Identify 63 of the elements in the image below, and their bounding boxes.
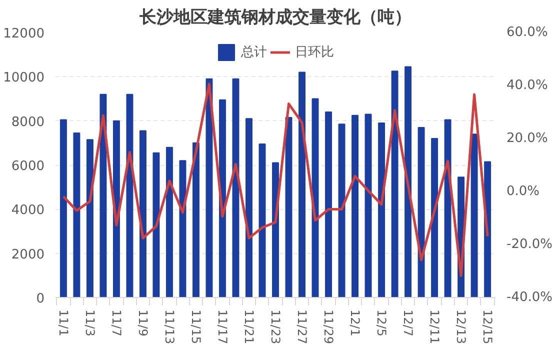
y-tick-label: 10000: [3, 70, 45, 86]
y-tick-label: 0: [36, 292, 45, 306]
bar: [100, 94, 107, 298]
bar: [364, 114, 372, 298]
bar: [431, 138, 438, 298]
bar: [298, 72, 306, 298]
bar: [444, 119, 452, 298]
x-tick-label: 11/23: [268, 310, 282, 344]
y-tick-label: 4000: [11, 203, 45, 218]
bar: [418, 126, 425, 298]
x-tick-label: 12/1: [348, 310, 362, 336]
y2-tick-label: -40.0%: [506, 290, 552, 305]
bar: [285, 117, 292, 298]
x-tick-label: 11/17: [215, 310, 230, 344]
y-tick-label: 2000: [11, 247, 45, 262]
bar: [60, 119, 67, 298]
x-tick-label: 11/27: [295, 310, 310, 344]
y2-tick-label: -20.0%: [506, 237, 552, 252]
bar: [73, 132, 80, 298]
bar: [484, 161, 492, 298]
bar: [126, 94, 134, 298]
bar: [246, 118, 252, 298]
bar: [166, 146, 173, 298]
y2-tick-label: 60.0%: [506, 25, 548, 40]
bar: [470, 134, 478, 298]
x-tick-label: 11/1: [56, 310, 70, 336]
bar: [258, 144, 266, 298]
x-tick-label: 12/11: [428, 310, 442, 344]
chart-title: 长沙地区建筑钢材成交量变化（吨）: [138, 8, 412, 28]
bar: [219, 99, 226, 298]
x-tick-label: 11/21: [242, 310, 256, 344]
bar: [338, 124, 346, 298]
x-tick-label: 11/29: [322, 310, 336, 344]
line-series: [62, 82, 489, 278]
x-tick-label: 11/9: [136, 310, 150, 336]
y-tick-label: 6000: [11, 159, 45, 174]
bar: [86, 139, 94, 298]
legend-label: 总计: [241, 44, 267, 61]
bar: [378, 122, 386, 298]
bar: [325, 112, 332, 298]
y-tick-label: 12000: [3, 26, 45, 42]
bar: [179, 160, 186, 298]
bar: [139, 130, 146, 298]
bar: [391, 70, 398, 298]
x-tick-label: 11/7: [109, 310, 124, 336]
x-tick-label: 12/15: [480, 310, 495, 344]
bar: [272, 162, 279, 298]
y2-tick-label: 0.0%: [506, 184, 540, 199]
x-tick-label: 11/3: [82, 310, 97, 336]
x-tick-label: 12/13: [454, 310, 468, 344]
y2-tick-label: 20.0%: [506, 131, 548, 146]
x-tick-label: 11/13: [162, 310, 176, 344]
x-tick-label: 12/7: [401, 310, 416, 336]
y2-tick-label: 40.0%: [506, 78, 548, 93]
bar: [352, 114, 358, 298]
bar: [112, 120, 120, 298]
bar: [192, 142, 200, 298]
bar: [404, 66, 412, 298]
bar: [152, 152, 160, 298]
x-tick-label: 12/5: [374, 310, 389, 336]
x-tick-label: 11/15: [188, 310, 203, 344]
y-tick-label: 8000: [11, 114, 45, 130]
legend-label: 日环比: [295, 44, 334, 61]
